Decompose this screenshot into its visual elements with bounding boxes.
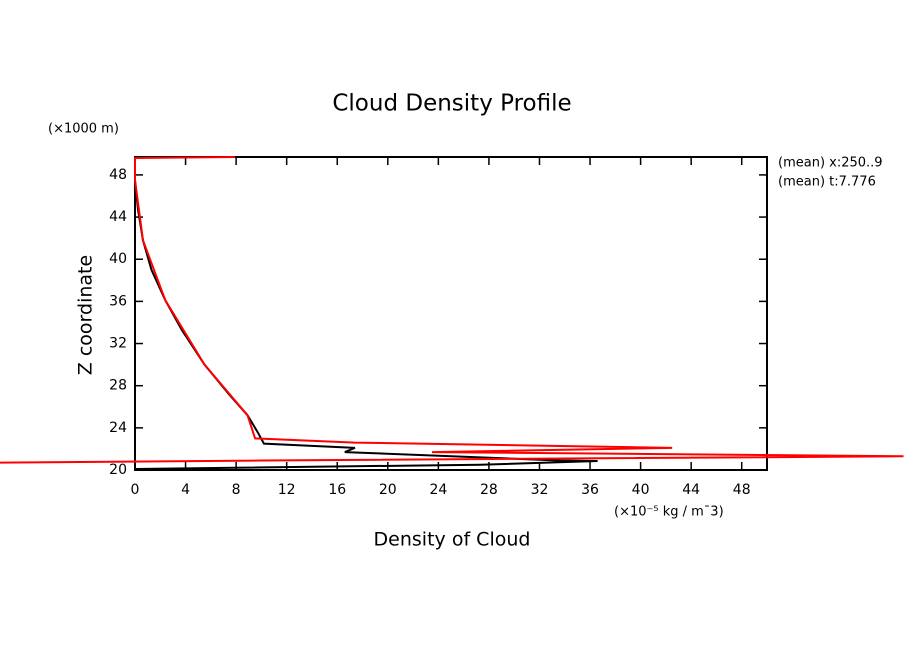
x-tick-label: 36: [581, 482, 599, 498]
y-tick-label: 44: [109, 209, 127, 225]
annotation: (mean) x:250..9: [778, 156, 883, 171]
x-axis-label: Density of Cloud: [374, 529, 531, 551]
chart-title: Cloud Density Profile: [332, 91, 571, 117]
x-tick-label: 48: [733, 482, 751, 498]
x-tick-label: 12: [278, 482, 296, 498]
x-tick-label: 24: [429, 482, 447, 498]
y-tick-label: 32: [109, 336, 127, 352]
x-tick-label: 28: [480, 482, 498, 498]
x-tick-label: 20: [379, 482, 397, 498]
annotation: (mean) t:7.776: [778, 175, 876, 190]
y-tick-label: 40: [109, 251, 127, 267]
x-tick-label: 4: [181, 482, 190, 498]
y-unit: (×1000 m): [48, 122, 119, 137]
data-line: [0, 156, 904, 464]
x-tick-label: 32: [531, 482, 549, 498]
x-tick-label: 44: [682, 482, 700, 498]
y-tick-label: 48: [109, 167, 127, 183]
y-tick-label: 28: [109, 378, 127, 394]
y-tick-label: 24: [109, 420, 127, 436]
data-line: [134, 180, 598, 470]
plot-frame: [134, 156, 768, 471]
y-tick-label: 20: [109, 462, 127, 478]
y-tick-label: 36: [109, 293, 127, 309]
x-tick-label: 8: [232, 482, 241, 498]
y-axis-label: Z coordinate: [75, 255, 97, 375]
x-tick-label: 16: [328, 482, 346, 498]
x-tick-label: 0: [131, 482, 140, 498]
x-tick-label: 40: [632, 482, 650, 498]
x-unit: (×10⁻⁵ kg / m¯3): [614, 505, 724, 520]
